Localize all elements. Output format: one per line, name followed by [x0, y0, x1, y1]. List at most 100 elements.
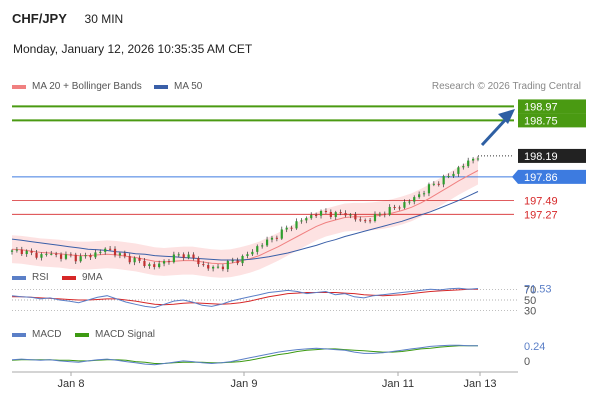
ma50-swatch: [154, 84, 168, 89]
candle-body: [388, 206, 391, 215]
rsi-value-label: 71.53: [524, 284, 552, 296]
candle-body: [329, 211, 332, 217]
candle-body: [167, 261, 171, 263]
candle-body: [221, 266, 225, 270]
candle-body: [476, 158, 480, 160]
candle-body: [344, 213, 347, 216]
attribution: Research © 2026 Trading Central: [431, 81, 581, 92]
candle-body: [393, 206, 396, 208]
macd-swatch: [12, 332, 26, 337]
candle-body: [300, 220, 303, 222]
candle-body: [246, 254, 249, 256]
level-label-support-1: 197.49: [524, 195, 558, 207]
candle-body: [197, 258, 200, 265]
level-badge-pointer-pivot: [512, 169, 518, 184]
candle-body: [354, 214, 357, 220]
candle-body: [373, 214, 377, 221]
candle-body: [89, 255, 92, 258]
chart-header: CHF/JPY 30 MIN: [12, 11, 123, 26]
candle-body: [349, 214, 352, 216]
candle-body: [457, 167, 460, 174]
legend-macd-signal-label: MACD Signal: [95, 329, 156, 340]
candle-body: [118, 253, 122, 256]
candle-body: [64, 254, 68, 259]
candle-body: [20, 249, 23, 255]
candle-body: [207, 265, 210, 269]
candle-body: [84, 255, 87, 257]
candle-body: [432, 183, 435, 185]
legend-rsi-label: RSI: [32, 272, 49, 283]
candle-body: [25, 250, 28, 255]
candle-body: [368, 220, 372, 222]
candle-body: [59, 254, 63, 259]
candle-body: [378, 213, 381, 215]
candle-body: [172, 254, 175, 263]
x-tick-label: Jan 8: [58, 378, 85, 390]
candle-body: [319, 210, 323, 216]
rsi-swatch: [12, 275, 26, 280]
candle-body: [270, 237, 274, 240]
candle-body: [256, 246, 259, 252]
candle-body: [422, 193, 426, 195]
candle-body: [15, 249, 19, 251]
candle-body: [69, 254, 72, 256]
candle-body: [133, 257, 136, 263]
rsi-line: [11, 287, 479, 309]
candle-body: [275, 237, 278, 239]
legend-rsi-ma-label: 9MA: [82, 272, 103, 283]
candle-body: [216, 266, 220, 268]
candle-body: [398, 207, 401, 209]
candle-body: [35, 252, 38, 258]
timestamp: Monday, January 12, 2026 10:35:35 AM CET: [13, 42, 253, 56]
candle-body: [442, 176, 445, 185]
candle-body: [212, 266, 215, 269]
x-tick-label: Jan 9: [231, 378, 258, 390]
legend-macd-label: MACD: [32, 329, 62, 340]
candle-body: [447, 176, 450, 178]
candle-body: [305, 218, 308, 221]
candle-body: [153, 264, 156, 268]
trend-arrow-head: [498, 109, 515, 124]
candle-body: [241, 255, 244, 264]
legend-ma50-label: MA 50: [174, 81, 203, 92]
candle-body: [413, 197, 416, 202]
level-badge-current: [518, 148, 586, 163]
candle-body: [280, 229, 283, 239]
candle-body: [158, 263, 161, 268]
candle-body: [30, 250, 33, 253]
candle-body: [226, 261, 229, 270]
candle-body: [452, 173, 455, 177]
candle-body: [462, 166, 465, 168]
candle-body: [324, 210, 328, 212]
legend-rsi-ma: 9MA: [62, 272, 103, 283]
level-label-target-1: 198.97: [524, 101, 558, 113]
candle-body: [315, 215, 318, 217]
legend-rsi: RSI: [12, 272, 49, 283]
candle-body: [334, 212, 337, 217]
candle-body: [359, 219, 362, 221]
legend-ma50: MA 50: [154, 81, 202, 92]
candle-body: [143, 260, 146, 267]
candle-body: [109, 248, 112, 250]
candle-body: [290, 227, 293, 229]
candle-body: [187, 254, 190, 258]
candle-body: [236, 260, 239, 264]
candle-body: [182, 254, 185, 258]
candle-body: [383, 213, 386, 215]
candle-body: [202, 264, 205, 266]
legend-ma20: MA 20 + Bollinger Bands: [12, 81, 142, 92]
legend-ma20-label: MA 20 + Bollinger Bands: [32, 81, 142, 92]
candle-body: [148, 264, 151, 267]
level-badge-target-1: [518, 99, 586, 114]
candle-body: [55, 253, 58, 255]
candle-body: [162, 261, 166, 264]
timeframe-label: 30 MIN: [84, 12, 124, 26]
candle-body: [104, 248, 107, 252]
rsi-level-label-30: 30: [524, 306, 536, 318]
candle-body: [94, 252, 97, 258]
candle-body: [79, 256, 82, 262]
candle-body: [138, 257, 141, 261]
candle-body: [40, 254, 43, 258]
candle-body: [50, 253, 53, 255]
